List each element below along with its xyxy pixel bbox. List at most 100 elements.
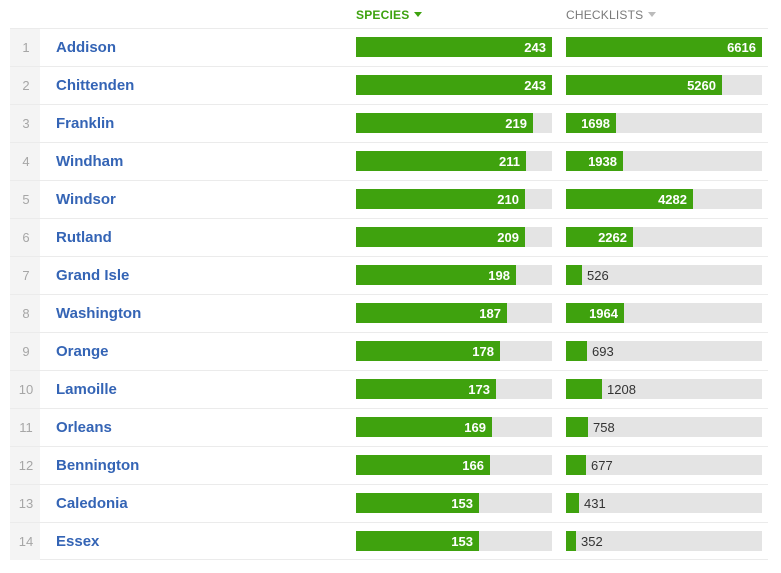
county-link[interactable]: Caledonia [56,495,128,512]
table-row: 8 Washington 187 1964 [10,294,768,332]
table-row: 7 Grand Isle 198 526 [10,256,768,294]
rank-cell [10,29,40,66]
checklists-bar-track: 526 [566,265,762,285]
checklists-sort-header[interactable]: CHECKLISTS [566,8,657,22]
sort-caret-icon [648,12,657,18]
species-bar-track: 173 [356,379,552,399]
county-link[interactable]: Orange [56,343,109,360]
species-bar-fill: 178 [356,341,500,361]
county-link[interactable]: Lamoille [56,381,117,398]
county-link[interactable]: Windsor [56,191,116,208]
checklists-bar-fill [566,493,579,513]
species-bar-track: 153 [356,493,552,513]
rank-cell [10,371,40,408]
rank-number: 3 [22,116,30,131]
table-row: 1 Addison 243 6616 [10,28,768,66]
county-link[interactable]: Orleans [56,419,112,436]
rank-cell [10,143,40,180]
rank-number: 1 [22,40,30,55]
checklists-bar-track: 2262 [566,227,762,247]
species-count: 153 [451,496,473,511]
checklists-count: 4282 [658,192,687,207]
species-bar-fill: 173 [356,379,496,399]
rank-number: 9 [22,344,30,359]
checklists-count: 6616 [727,40,756,55]
checklists-count: 526 [587,268,609,283]
checklists-bar-track: 1964 [566,303,762,323]
table-row: 4 Windham 211 1938 [10,142,768,180]
county-ranking-table: 1 Addison 243 6616 2 Chittenden 243 5260 3 Frankl… [10,28,768,560]
checklists-bar-track: 1698 [566,113,762,133]
checklists-count: 5260 [687,78,716,93]
checklists-bar-track: 352 [566,531,762,551]
species-bar-track: 198 [356,265,552,285]
species-count: 211 [499,154,520,169]
species-count: 198 [488,268,510,283]
sort-desc-caret-icon [414,12,423,18]
county-link[interactable]: Essex [56,533,100,550]
checklists-bar-fill: 1938 [566,151,623,171]
rank-number: 5 [22,192,30,207]
table-row: 12 Bennington 166 677 [10,446,768,484]
county-link[interactable]: Addison [56,39,116,56]
species-bar-fill: 166 [356,455,490,475]
species-bar-track: 211 [356,151,552,171]
species-bar-track: 243 [356,37,552,57]
species-bar-track: 209 [356,227,552,247]
table-row: 2 Chittenden 243 5260 [10,66,768,104]
table-row: 13 Caledonia 153 431 [10,484,768,522]
species-bar-track: 169 [356,417,552,437]
species-bar-track: 153 [356,531,552,551]
rank-cell [10,409,40,446]
species-bar-fill: 211 [356,151,526,171]
checklists-count: 1698 [581,116,610,131]
county-link[interactable]: Chittenden [56,77,135,94]
species-bar-track: 243 [356,75,552,95]
checklists-bar-track: 431 [566,493,762,513]
species-bar-fill: 153 [356,493,479,513]
checklists-count: 677 [591,458,613,473]
county-link[interactable]: Franklin [56,115,115,132]
checklists-bar-fill [566,531,576,551]
rank-cell [10,105,40,142]
rank-number: 12 [18,458,34,473]
county-link[interactable]: Washington [56,305,142,322]
rank-cell [10,181,40,218]
county-link[interactable]: Bennington [56,457,140,474]
rank-number: 7 [22,268,30,283]
checklists-count: 352 [581,534,603,549]
checklists-bar-fill: 1964 [566,303,624,323]
rank-number: 10 [18,382,34,397]
checklists-bar-track: 1938 [566,151,762,171]
species-bar-fill: 209 [356,227,525,247]
county-link[interactable]: Grand Isle [56,267,130,284]
rank-cell [10,523,40,560]
species-count: 219 [505,116,527,131]
rank-cell [10,219,40,256]
species-sort-header[interactable]: SPECIES [356,8,423,22]
checklists-bar-track: 6616 [566,37,762,57]
rank-cell [10,295,40,332]
rank-number: 4 [22,154,30,169]
species-bar-track: 187 [356,303,552,323]
rank-number: 6 [22,230,30,245]
checklists-bar-fill: 5260 [566,75,722,95]
rank-cell [10,257,40,294]
species-bar-fill: 198 [356,265,516,285]
checklists-bar-fill: 1698 [566,113,616,133]
rank-cell [10,333,40,370]
county-link[interactable]: Windham [56,153,124,170]
checklists-count: 2262 [598,230,627,245]
county-link[interactable]: Rutland [56,229,112,246]
species-count: 153 [451,534,473,549]
species-bar-track: 219 [356,113,552,133]
species-count: 210 [497,192,519,207]
rank-cell [10,447,40,484]
checklists-bar-track: 693 [566,341,762,361]
checklists-bar-fill [566,265,582,285]
species-count: 169 [464,420,486,435]
checklists-bar-track: 677 [566,455,762,475]
checklists-count: 693 [592,344,614,359]
rank-number: 14 [18,534,34,549]
species-bar-fill: 219 [356,113,533,133]
